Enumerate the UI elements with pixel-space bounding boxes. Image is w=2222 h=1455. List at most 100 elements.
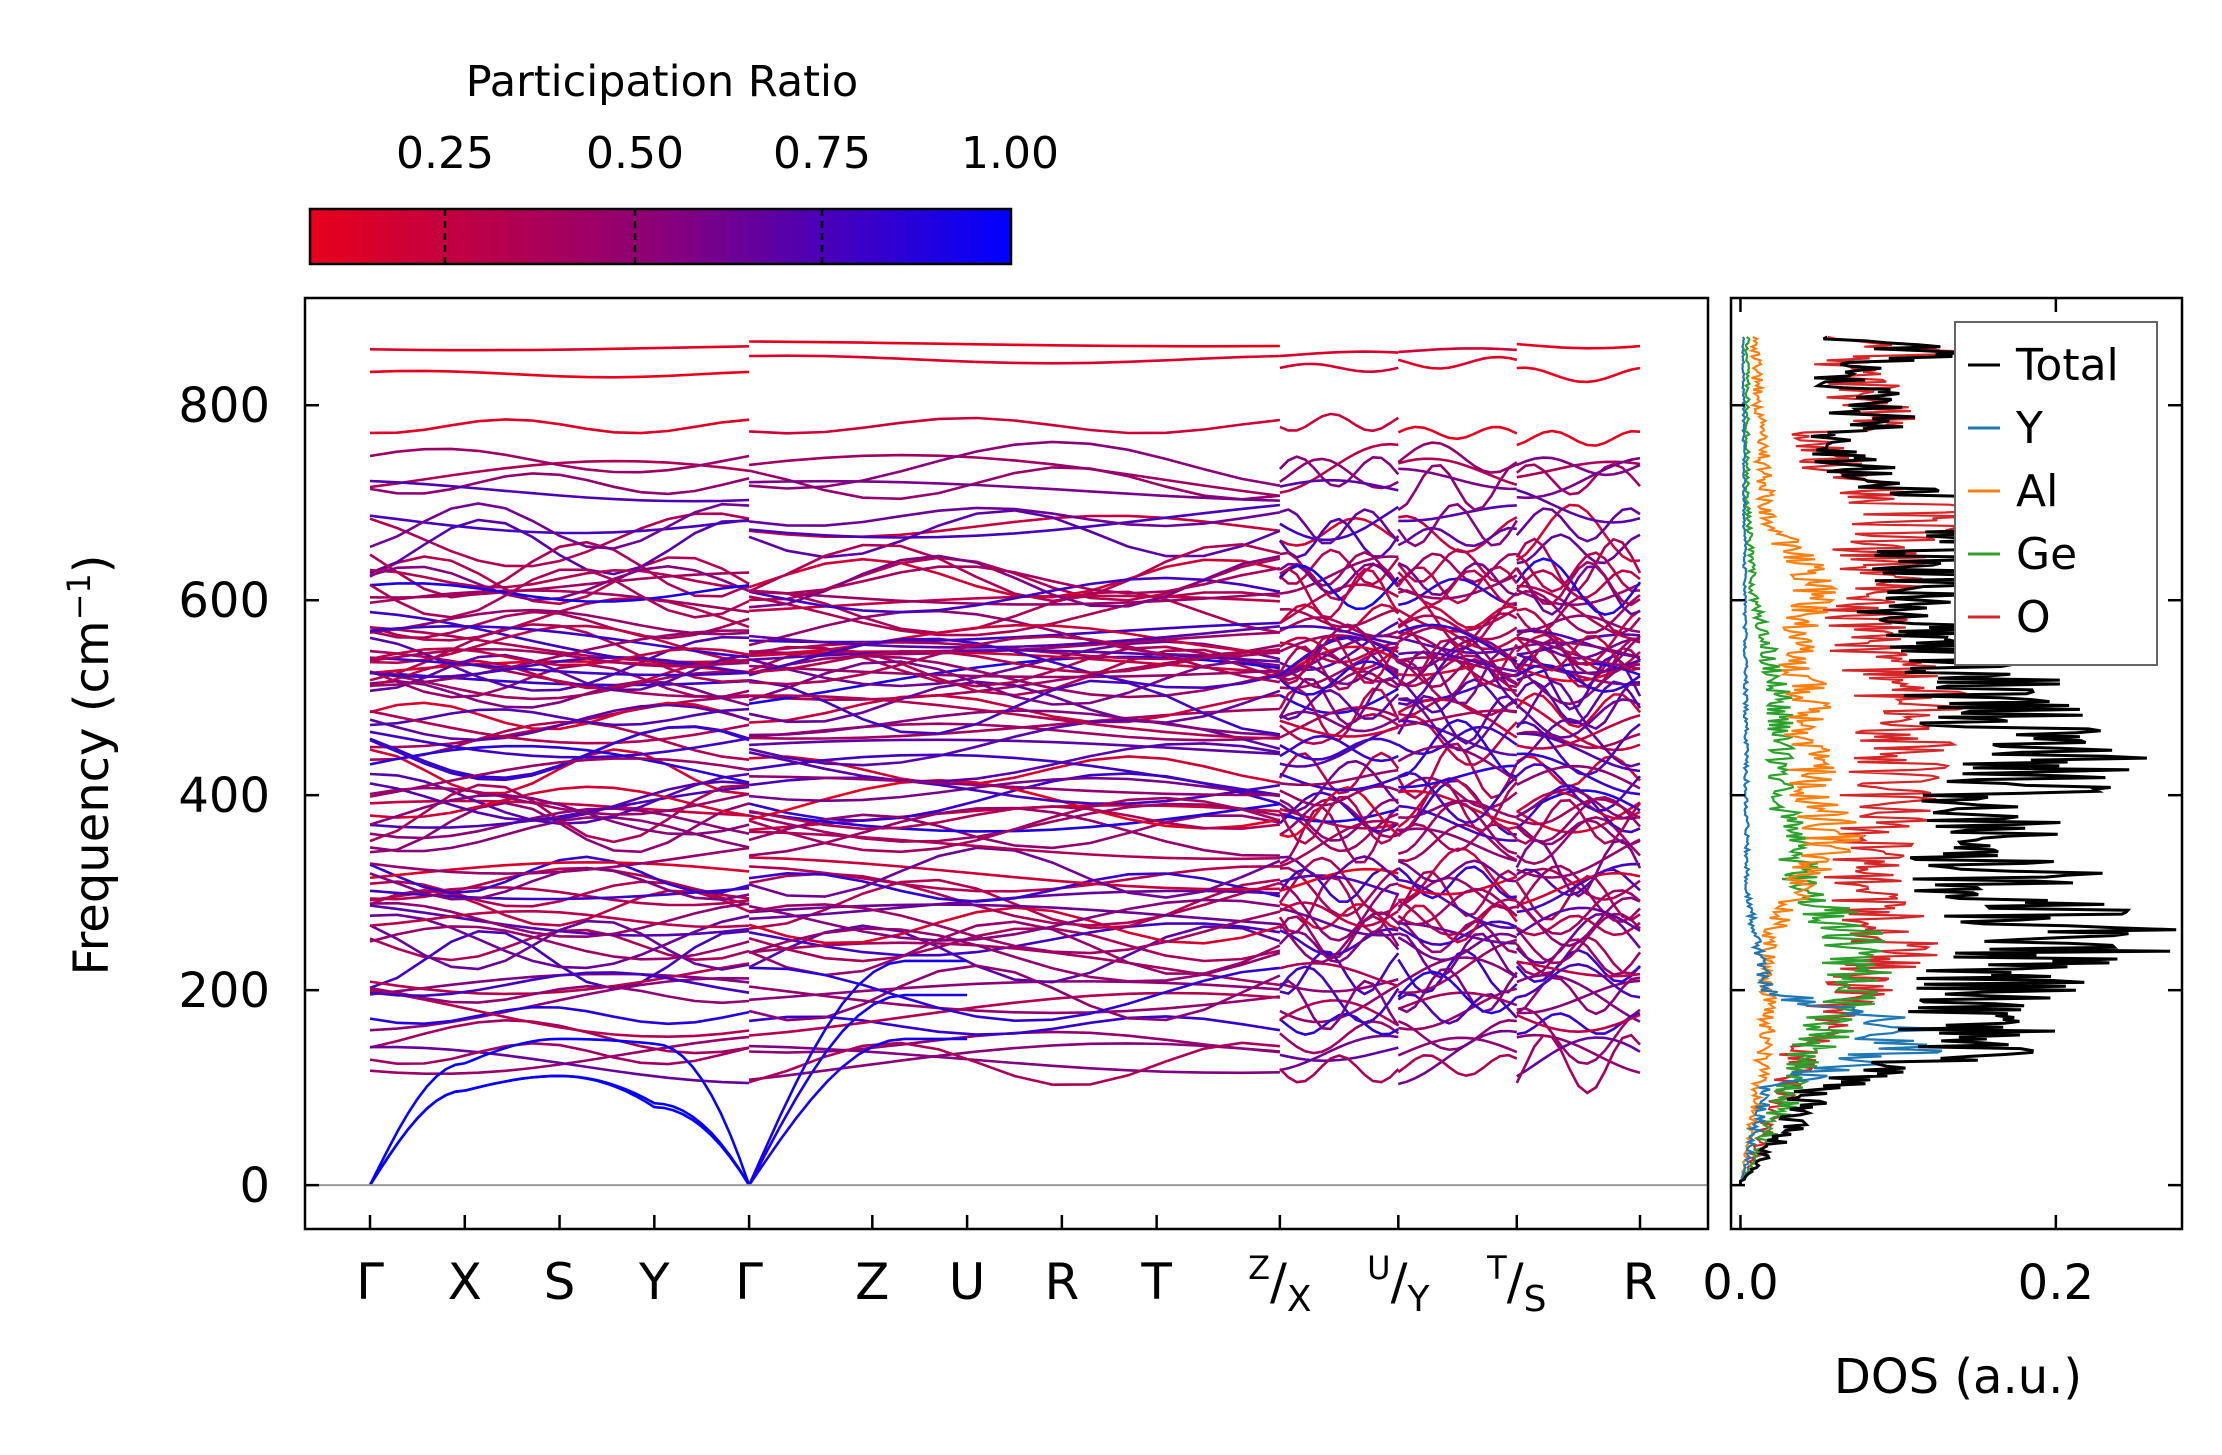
phonon-band: [1279, 855, 1399, 881]
phonon-band: [1397, 742, 1518, 800]
phonon-band: [369, 925, 750, 961]
phonon-band: [1515, 692, 1642, 729]
phonon-band: [1279, 812, 1399, 853]
phonon-band: [1515, 551, 1641, 594]
phonon-band: [1398, 987, 1518, 1031]
k-point-label: T: [1140, 1253, 1172, 1311]
phonon-band: [1397, 694, 1518, 745]
phonon-band: [369, 369, 750, 379]
phonon-band: [748, 591, 1281, 637]
phonon-band: [1516, 838, 1641, 879]
phonon-band: [369, 1041, 750, 1066]
phonon-band: [748, 1042, 1281, 1082]
phonon-band: [369, 807, 750, 840]
phonon-band: [369, 582, 750, 603]
phonon-band: [369, 345, 750, 352]
phonon-band: [369, 1035, 750, 1075]
y-tick-label: 600: [178, 573, 270, 629]
phonon-band: [369, 1005, 750, 1026]
phonon-band: [1516, 730, 1641, 750]
phonon-band: [1516, 663, 1641, 693]
phonon-band: [1515, 938, 1642, 977]
phonon-band: [1279, 759, 1400, 813]
k-point-label: Γ: [356, 1253, 384, 1311]
phonon-band: [1515, 462, 1641, 496]
phonon-band: [369, 909, 750, 929]
phonon-band: [748, 640, 1281, 661]
phonon-band: [1516, 665, 1641, 706]
colorbar-tick-label: 1.00: [961, 128, 1059, 179]
phonon-band: [1516, 798, 1642, 845]
acoustic-branches: [368, 959, 968, 1186]
dos-panel: 0.0 0.2 DOS (a.u.) Total Y Al Ge O: [1702, 296, 2184, 1405]
phonon-band: [748, 872, 1281, 927]
phonon-band: [1279, 1020, 1400, 1055]
phonon-band: [1515, 912, 1641, 965]
phonon-band: [369, 647, 750, 667]
phonon-band: [1279, 979, 1400, 1031]
phonon-band: [1397, 715, 1518, 767]
phonon-band: [370, 1045, 750, 1085]
phonon-band: [1279, 768, 1399, 787]
phonon-band: [1279, 1046, 1399, 1063]
phonon-band: [369, 793, 750, 836]
phonon-band: [1397, 745, 1518, 782]
k-point-label: U/Y: [1367, 1249, 1430, 1320]
phonon-band: [369, 459, 750, 489]
phonon-band: [1397, 650, 1518, 705]
phonon-band: [1515, 560, 1641, 607]
phonon-band: [369, 568, 750, 589]
phonon-band: [1397, 463, 1518, 512]
acoustic-branch: [368, 1037, 751, 1186]
phonon-band: [1516, 973, 1641, 1023]
phonon-band: [1515, 680, 1642, 725]
phonon-band: [748, 654, 1281, 699]
phonon-band: [1516, 787, 1641, 821]
phonon-band: [1516, 636, 1641, 667]
phonon-band: [749, 589, 1280, 606]
phonon-band: [369, 663, 750, 699]
phonon-band: [369, 846, 750, 875]
phonon-band: [369, 679, 750, 709]
phonon-band: [1397, 425, 1518, 441]
phonon-band: [1397, 552, 1517, 584]
phonon-band: [1397, 887, 1518, 926]
phonon-band: [749, 565, 1281, 595]
phonon-band: [1516, 752, 1641, 796]
phonon-band: [749, 707, 1280, 740]
phonon-band: [748, 625, 1281, 649]
phonon-band: [1516, 960, 1641, 978]
phonon-band: [1516, 366, 1641, 384]
phonon-band: [369, 418, 750, 435]
phonon-band: [748, 649, 1280, 675]
phonon-band: [1397, 948, 1518, 995]
phonon-band: [1516, 914, 1641, 937]
phonon-band: [1516, 732, 1641, 773]
phonon-band: [748, 576, 1281, 614]
phonon-band: [1516, 589, 1641, 635]
phonon-band: [1515, 912, 1642, 965]
band-axes-frame: [303, 296, 1710, 1231]
dos-curve-y: [1739, 336, 1957, 1186]
phonon-band: [369, 610, 750, 640]
phonon-band: [1279, 412, 1400, 433]
phonon-band: [1397, 865, 1517, 900]
phonon-band: [1279, 583, 1399, 625]
colorbar: Participation Ratio 0.25 0.50 0.75 1.00: [308, 57, 1059, 266]
dos-curve-al: [1739, 335, 1864, 1186]
phonon-band: [1397, 777, 1518, 831]
phonon-band: [1397, 1018, 1517, 1052]
phonon-band: [1278, 914, 1400, 960]
phonon-band: [1516, 1036, 1641, 1078]
phonon-band: [748, 776, 1281, 803]
phonon-band: [1279, 564, 1400, 611]
phonon-band: [748, 796, 1281, 854]
phonon-band: [1398, 938, 1518, 995]
phonon-band: [1397, 776, 1518, 809]
phonon-band: [369, 780, 750, 822]
phonon-band: [1279, 508, 1400, 545]
phonon-band: [1397, 614, 1518, 641]
phonon-band: [1516, 1033, 1641, 1074]
phonon-band: [1279, 478, 1399, 492]
